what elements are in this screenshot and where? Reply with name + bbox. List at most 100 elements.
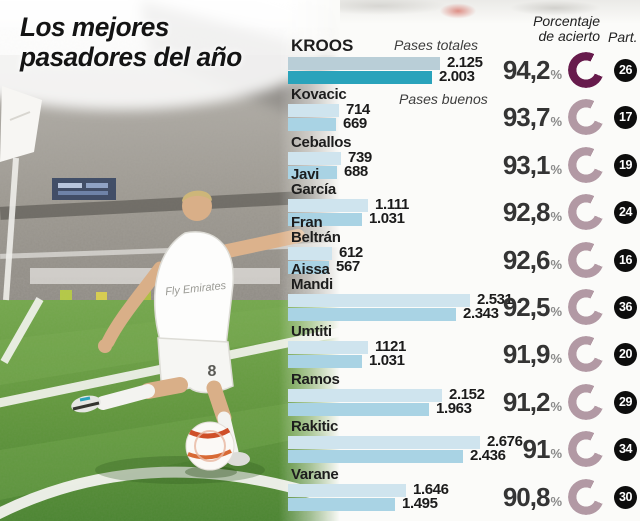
player-name: Ramos [291,371,340,388]
accuracy-number: 92,6 [502,245,551,275]
player-name: Ceballos [291,134,352,151]
good-passes-bar [288,213,362,226]
good-passes-value: 2.436 [470,447,506,464]
good-passes-bar [288,166,337,179]
accuracy-donut-icon [568,336,604,372]
good-passes-bar [288,450,463,463]
accuracy-value: 93,7% [478,103,562,136]
legend-good-passes: Pases buenos [399,91,488,107]
good-passes-bar [288,118,336,131]
accuracy-donut-icon [568,147,604,183]
player-name: Varane [291,466,339,483]
accuracy-number: 93,1 [502,150,551,180]
matches-badge: 16 [614,249,637,272]
participations-column-header: Part. [608,29,638,45]
matches-badge: 36 [614,296,637,319]
matches-badge: 29 [614,391,637,414]
good-passes-value: 567 [336,258,360,275]
accuracy-value: 91% [478,435,562,468]
accuracy-value: 92,6% [478,246,562,279]
player-name: Rakitic [291,418,339,435]
total-passes-bar [288,341,368,354]
total-passes-value: 612 [339,244,363,261]
percent-sign: % [550,162,562,177]
accuracy-donut-icon [568,194,604,230]
good-passes-bar [288,403,429,416]
total-passes-bar [288,436,480,449]
good-passes-value: 688 [344,163,368,180]
accuracy-donut-icon [568,242,604,278]
total-passes-value: 2.676 [487,433,523,450]
page-title: Los mejores pasadores del año [20,12,242,72]
good-passes-value: 1.031 [369,210,405,227]
total-passes-value: 1.111 [375,196,409,213]
total-passes-bar [288,104,339,117]
total-passes-value: 2.125 [447,54,483,71]
accuracy-donut-icon [568,384,604,420]
accuracy-number: 91,9 [502,339,551,369]
accuracy-number: 91 [522,434,551,464]
accuracy-donut-icon [568,479,604,515]
accuracy-donut-icon [568,431,604,467]
accuracy-number: 92,8 [502,197,551,227]
accuracy-value: 93,1% [478,151,562,184]
stadium-illustration: Fly Emirates 8 [0,0,340,521]
total-passes-bar [288,389,442,402]
accuracy-number: 91,2 [502,387,551,417]
total-passes-value: 739 [348,149,372,166]
total-passes-value: 1121 [375,338,406,355]
total-passes-bar [288,57,440,70]
total-passes-bar [288,152,341,165]
matches-badge: 24 [614,201,637,224]
accuracy-column-header: Porcentaje de acierto [470,14,600,44]
accuracy-header-line1: Porcentaje [533,13,600,29]
percent-sign: % [550,67,562,82]
player-name: Fran Beltrán [291,214,341,246]
page-title-line1: Los mejores [20,12,169,42]
good-passes-value: 1.031 [369,352,405,369]
matches-badge: 26 [614,59,637,82]
accuracy-number: 93,7 [502,102,551,132]
accuracy-value: 90,8% [478,483,562,516]
accuracy-number: 90,8 [502,482,551,512]
percent-sign: % [550,399,562,414]
total-passes-bar [288,484,406,497]
legend-total-passes: Pases totales [393,37,478,53]
player-photo: Fly Emirates 8 [0,0,340,521]
accuracy-number: 94,2 [502,55,551,85]
total-passes-value: 2.531 [477,291,513,308]
accuracy-value: 94,2% [478,56,562,89]
shorts-number: 8 [208,363,217,380]
matches-badge: 34 [614,438,637,461]
total-passes-bar [288,247,332,260]
total-passes-bar [288,199,368,212]
percent-sign: % [550,494,562,509]
accuracy-value: 91,9% [478,340,562,373]
good-passes-bar [288,355,362,368]
accuracy-number: 92,5 [502,292,551,322]
good-passes-value: 669 [343,115,367,132]
matches-badge: 20 [614,343,637,366]
percent-sign: % [550,446,562,461]
accuracy-header-line2: de acierto [538,28,600,44]
matches-badge: 17 [614,106,637,129]
player-name: Aissa Mandi [291,261,333,293]
accuracy-donut-icon [568,52,604,88]
good-passes-value: 1.963 [436,400,472,417]
percent-sign: % [550,257,562,272]
good-passes-bar [288,498,395,511]
percent-sign: % [550,351,562,366]
good-passes-bar [288,71,432,84]
matches-badge: 19 [614,154,637,177]
matches-badge: 30 [614,486,637,509]
percent-sign: % [550,209,562,224]
accuracy-value: 92,5% [478,293,562,326]
ball [185,421,237,478]
good-passes-value: 2.003 [439,68,475,85]
good-passes-value: 1.495 [402,495,438,512]
player-name: Kovacic [291,86,347,103]
accuracy-donut-icon [568,289,604,325]
total-passes-value: 714 [346,101,370,118]
total-passes-bar [288,294,470,307]
